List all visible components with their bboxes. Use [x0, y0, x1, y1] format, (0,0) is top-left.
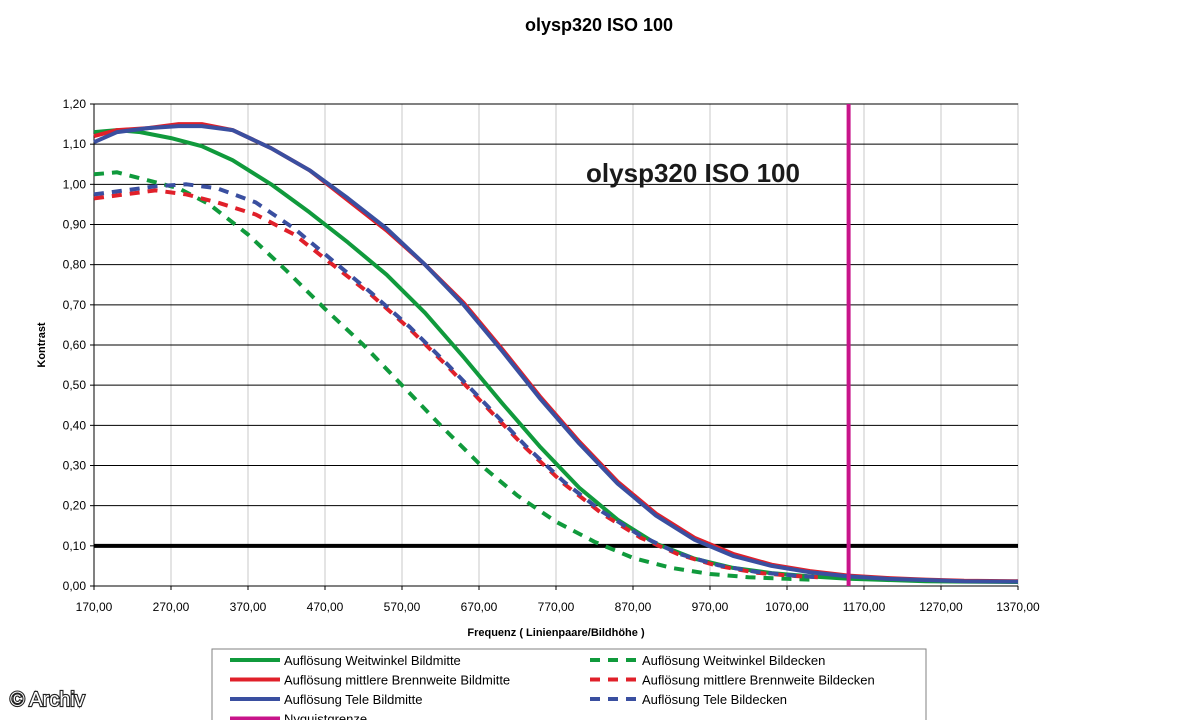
- y-tick-label: 0,30: [63, 459, 87, 473]
- y-tick-label: 0,60: [63, 338, 87, 352]
- legend-label: Nyquistgrenze: [284, 712, 367, 720]
- y-axis-title: Kontrast: [36, 322, 48, 368]
- x-tick-label: 1270,00: [919, 600, 963, 614]
- x-tick-label: 1370,00: [996, 600, 1040, 614]
- y-tick-label: 0,80: [63, 258, 87, 272]
- y-tick-label: 1,20: [63, 97, 87, 111]
- x-tick-label: 1070,00: [765, 600, 809, 614]
- x-tick-label: 270,00: [153, 600, 190, 614]
- legend: Auflösung Weitwinkel Bildmitte Auflösung …: [211, 648, 927, 720]
- y-tick-label: 1,10: [63, 137, 87, 151]
- series-line-0: [93, 128, 1019, 584]
- x-tick-label: 770,00: [538, 600, 575, 614]
- x-tick-label: 170,00: [76, 600, 113, 614]
- x-tick-label: 470,00: [307, 600, 344, 614]
- archiv-watermark: © Archiv: [10, 689, 85, 711]
- y-tick-label: 0,90: [63, 218, 87, 232]
- legend-label: Auflösung Weitwinkel Bildecken: [642, 653, 825, 668]
- y-tick-label: 1,00: [63, 177, 87, 191]
- y-tick-label: 0,00: [63, 579, 87, 593]
- y-tick-label: 0,40: [63, 418, 87, 432]
- legend-label: Auflösung mittlere Brennweite Bildmitte: [284, 673, 510, 688]
- x-tick-label: 670,00: [461, 600, 498, 614]
- x-tick-label: 370,00: [230, 600, 267, 614]
- x-tick-label: 970,00: [692, 600, 729, 614]
- x-axis-title: Frequenz ( Linienpaare/Bildhöhe ): [467, 627, 645, 639]
- legend-label: Auflösung Weitwinkel Bildmitte: [284, 653, 461, 668]
- x-tick-label: 1170,00: [843, 600, 886, 614]
- y-tick-label: 0,10: [63, 539, 87, 553]
- legend-label: Auflösung Tele Bildecken: [642, 692, 787, 707]
- y-tick-label: 0,50: [63, 378, 87, 392]
- legend-label: Auflösung mittlere Brennweite Bildecken: [642, 673, 875, 688]
- legend-box: [211, 648, 927, 720]
- legend-label: Auflösung Tele Bildmitte: [284, 692, 423, 707]
- y-tick-label: 0,20: [63, 499, 87, 513]
- x-tick-label: 570,00: [384, 600, 421, 614]
- plot-area: 0,00 0,10 0,20 0,30 0,40 0,50 0,60 0,70 0,80 0,90…: [36, 97, 1040, 720]
- inner-chart-title: olysp320 ISO 100: [586, 158, 800, 188]
- series-line-6: [93, 182, 818, 580]
- series-line-2: [93, 124, 1019, 584]
- x-tick-label: 870,00: [615, 600, 652, 614]
- y-tick-label: 0,70: [63, 298, 87, 312]
- chart-title: olysp320 ISO 100: [525, 15, 673, 35]
